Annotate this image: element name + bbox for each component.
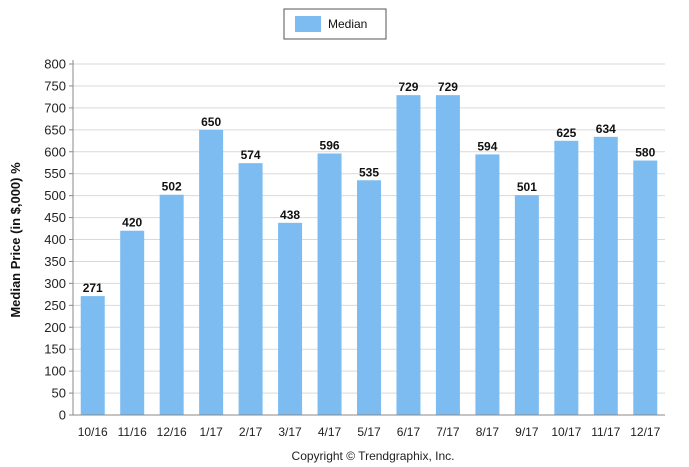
data-label: 580 [635, 146, 655, 160]
data-label: 729 [398, 80, 418, 94]
x-tick-label: 3/17 [278, 425, 302, 439]
y-tick-label: 550 [44, 166, 66, 181]
x-tick-label: 11/17 [591, 425, 620, 439]
data-label: 438 [280, 208, 300, 222]
data-label: 625 [556, 126, 576, 140]
bar [357, 180, 381, 415]
x-tick-label: 12/16 [157, 425, 187, 439]
data-label: 574 [241, 148, 261, 162]
x-axis-ticks: 10/16 11/16 12/16 1/17 2/17 3/17 4/17 5/17 6/17 7… [78, 425, 661, 439]
bar [593, 136, 618, 415]
y-tick-label: 50 [52, 386, 66, 401]
data-label: 634 [596, 122, 616, 136]
y-tick-label: 150 [44, 342, 66, 357]
y-tick-label: 600 [44, 144, 66, 159]
bar [80, 296, 105, 415]
bar [435, 95, 460, 416]
data-labels: 271 420 502 650 574 438 596 535 729 729 594 501 625 6… [83, 80, 656, 295]
axes [72, 60, 665, 416]
copyright-text: Copyright © Trendgraphix, Inc. [292, 449, 455, 463]
bar [554, 140, 579, 415]
data-label: 596 [320, 139, 340, 153]
y-tick-label: 750 [44, 78, 66, 93]
x-tick-label: 11/16 [118, 425, 147, 439]
bar [120, 230, 145, 415]
x-tick-label: 1/17 [199, 425, 223, 439]
x-tick-label: 9/17 [515, 425, 539, 439]
y-tick-label: 0 [59, 408, 66, 423]
bar [317, 153, 342, 415]
x-tick-label: 5/17 [357, 425, 381, 439]
data-label: 501 [517, 180, 537, 194]
x-tick-label: 12/17 [630, 425, 660, 439]
legend-label-median: Median [328, 17, 367, 31]
x-tick-label: 2/17 [239, 425, 263, 439]
x-tick-label: 7/17 [436, 425, 460, 439]
x-tick-label: 10/16 [78, 425, 108, 439]
y-tick-label: 250 [44, 298, 66, 313]
bar [278, 222, 303, 415]
bar [475, 154, 500, 415]
legend: Median [283, 8, 387, 40]
data-label: 594 [477, 139, 497, 153]
bar [396, 95, 421, 416]
y-tick-label: 800 [44, 57, 66, 72]
y-axis-title: Median Price (in $,000) % [8, 162, 23, 318]
data-label: 535 [359, 165, 379, 179]
y-tick-label: 400 [44, 232, 66, 247]
data-label: 729 [438, 80, 458, 94]
y-tick-label: 650 [44, 122, 66, 137]
x-tick-label: 10/17 [551, 425, 581, 439]
x-tick-label: 8/17 [476, 425, 500, 439]
bars [80, 95, 658, 416]
y-tick-label: 350 [44, 254, 66, 269]
bar [514, 195, 539, 415]
y-tick-label: 700 [44, 100, 66, 115]
x-tick-label: 4/17 [318, 425, 342, 439]
x-tick-label: 6/17 [397, 425, 421, 439]
bar [199, 129, 224, 415]
bar [159, 194, 184, 415]
data-label: 420 [122, 216, 142, 230]
data-label: 271 [83, 281, 103, 295]
y-tick-label: 200 [44, 320, 66, 335]
y-tick-label: 100 [44, 364, 66, 379]
y-axis-ticks: 0 50 100 150 200 250 300 350 400 450 500 550 600 650 7… [44, 57, 73, 423]
bar [238, 163, 263, 415]
data-label: 650 [201, 115, 221, 129]
y-tick-label: 300 [44, 276, 66, 291]
y-tick-label: 500 [44, 188, 66, 203]
data-label: 502 [162, 180, 182, 194]
bar [633, 160, 658, 415]
legend-swatch-median [295, 16, 321, 32]
y-tick-label: 450 [44, 210, 66, 225]
